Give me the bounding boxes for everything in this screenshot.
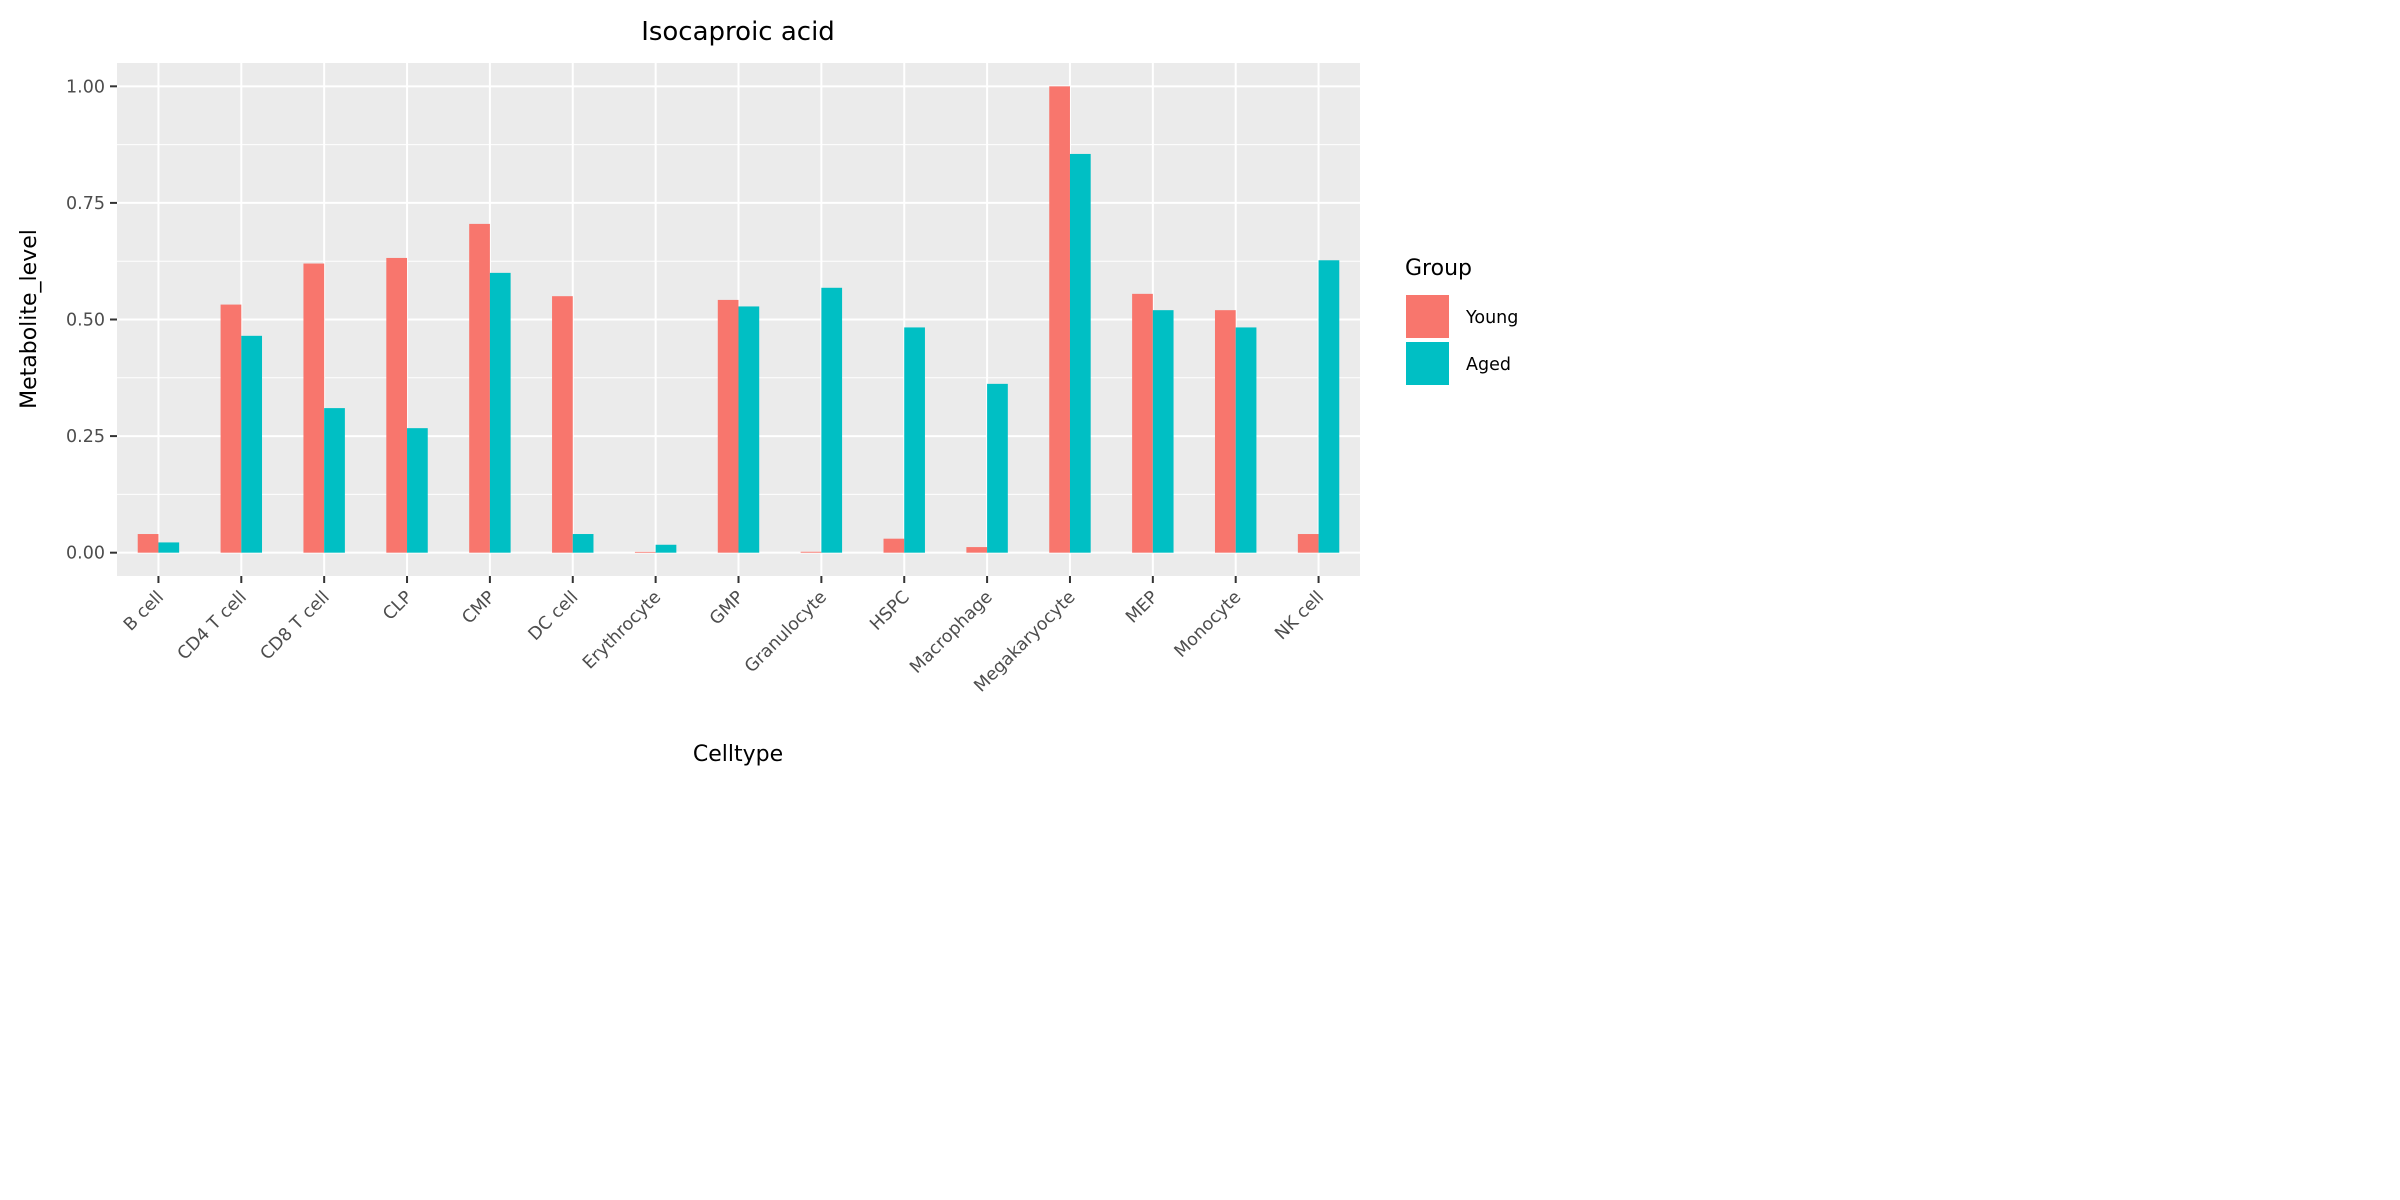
bar-young [220,304,242,553]
x-tick-label: CLP [379,587,416,624]
bar-young [966,547,988,553]
bar-young [386,257,408,553]
x-tick-label: B cell [120,587,168,635]
bar-aged [572,534,594,553]
chart-title: Isocaproic acid [641,17,835,47]
x-axis-title: Celltype [693,742,783,767]
x-tick-label: HSPC [866,587,913,634]
bar-aged [655,544,677,553]
bar-aged [1318,260,1340,553]
bar-aged [489,272,511,553]
x-tick-label: Monocyte [1171,587,1245,661]
bar-young [634,551,656,553]
bar-aged [324,408,345,553]
bar-young [883,538,905,553]
bar-aged [987,383,1008,553]
x-tick-label: CD8 T cell [257,587,334,664]
bar-aged [821,287,843,553]
bar-aged [241,335,263,553]
x-tick-label: DC cell [525,587,583,645]
y-tick-label: 0.50 [66,311,105,331]
bar-young [552,296,573,553]
bar-aged [1235,327,1257,553]
legend-label: Aged [1466,355,1511,375]
x-tick-label: Granulocyte [741,587,831,677]
bar-young [1049,86,1070,553]
y-axis-title: Metabolite_level [17,229,42,409]
legend-title: Group [1405,256,1472,281]
bars [137,86,1340,553]
bar-young [800,551,822,553]
x-tick-label: Erythrocyte [579,587,665,673]
bar-young [717,299,739,553]
x-tick-label: MEP [1122,587,1162,627]
x-tick-label: CMP [459,587,500,628]
x-tick-label: Macrophage [906,587,996,677]
y-tick-label: 0.00 [66,544,105,564]
y-tick-label: 1.00 [66,77,105,97]
bar-chart: Isocaproic acid 0.00 0.25 0.50 0.75 1.00 B ce… [17,17,1518,767]
bar-aged [407,428,428,553]
x-tick-label: GMP [706,587,748,629]
x-tick-label: NK cell [1271,587,1328,644]
bar-young [303,263,325,553]
bar-young [1214,310,1236,553]
legend-items: Young Aged [1406,295,1518,385]
legend-key-young [1406,295,1449,338]
legend-key-aged [1406,342,1449,385]
bar-aged [1152,310,1174,553]
legend: Group Young Aged [1405,256,1518,385]
legend-label: Young [1465,308,1518,328]
bar-aged [1069,153,1091,553]
y-tick-label: 0.25 [66,427,105,447]
y-tick-label: 0.75 [66,194,105,214]
bar-aged [904,327,925,553]
x-tick-label: CD4 T cell [174,587,251,664]
bar-aged [738,306,760,553]
bar-young [469,223,490,553]
bar-young [137,534,159,553]
bar-aged [158,542,180,553]
bar-young [1132,293,1153,553]
bar-young [1297,534,1319,553]
